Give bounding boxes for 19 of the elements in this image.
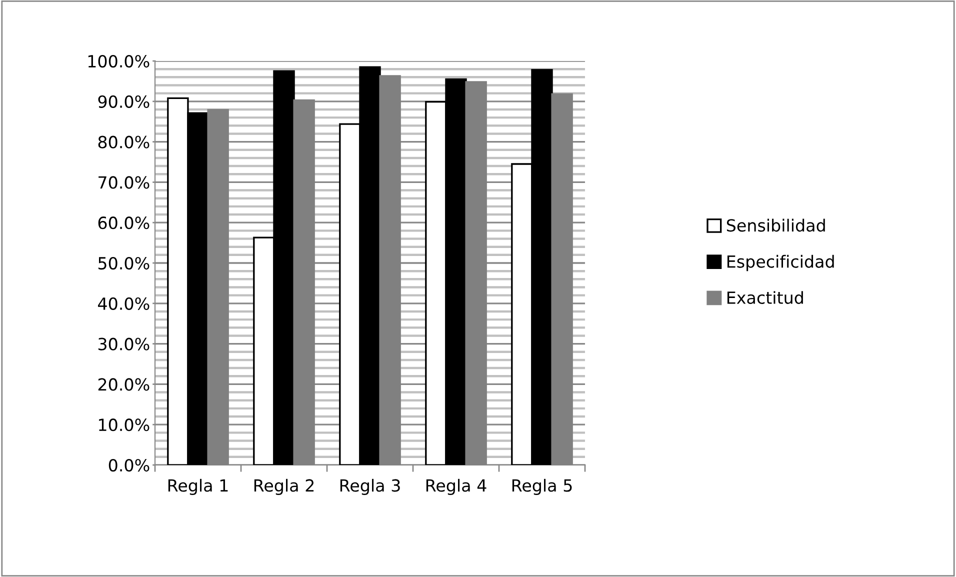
y-tick-label: 80.0% (98, 136, 150, 148)
y-tick-label: 100.0% (88, 54, 150, 68)
y-tick-label: 0.0% (108, 458, 150, 472)
legend-label: Sensibilidad (726, 218, 825, 232)
y-tick-label: 30.0% (98, 338, 150, 350)
y-tick-label: 60.0% (98, 216, 150, 230)
x-tick-label: Regla 5 (512, 478, 572, 496)
x-tick-label: Regla 3 (340, 478, 400, 496)
x-tick-label: Regla 1 (168, 478, 228, 496)
y-tick-label: 20.0% (98, 378, 150, 391)
x-tick-label: Regla 2 (254, 478, 314, 496)
y-tick-label: 40.0% (98, 297, 150, 310)
y-tick-label: 50.0% (98, 256, 150, 270)
x-tick-label: Regla 4 (426, 478, 486, 496)
legend-label: Especificidad (727, 254, 834, 272)
y-tick-label: 10.0% (99, 418, 150, 432)
y-tick-label: 70.0% (98, 176, 150, 189)
legend-label: Exactitud (727, 291, 803, 304)
y-tick-label: 90.0% (98, 95, 150, 108)
